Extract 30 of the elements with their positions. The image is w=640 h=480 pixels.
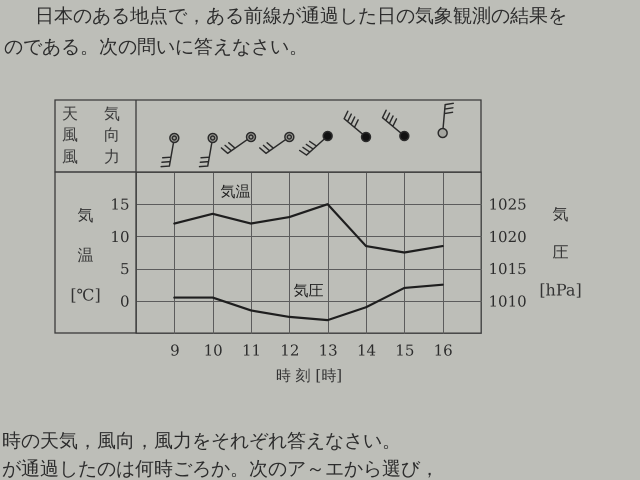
text: 風向	[62, 125, 146, 144]
line-series	[173, 203, 444, 254]
y-tick-label: 0	[120, 292, 130, 310]
x-tick-label: 11	[242, 342, 262, 360]
y-tick-label: 5	[120, 260, 130, 278]
text: が通過したのは何時ごろか。次のア～エから選び，	[2, 458, 439, 480]
series-label: 気圧	[294, 282, 324, 300]
y2-tick-label: 1015	[488, 260, 527, 278]
x-tick-label: 15	[395, 342, 414, 360]
chart-subtitle: のである。次の問いに答えなさい。	[4, 36, 308, 58]
x-tick-label: 12	[280, 342, 300, 360]
text: 時の天気，風向，風力をそれぞれ答えなさい。	[2, 430, 401, 452]
text: 気温 [℃]	[70, 206, 101, 304]
text: 風力	[62, 147, 146, 166]
x-axis-title: 時 刻 [時]	[276, 366, 342, 384]
y-tick-label: 10	[110, 228, 130, 246]
y2-axis-title: 気圧 [hPa]	[539, 204, 582, 300]
chart-title: 日本のある地点で，ある前線が通過した日の気象観測の結果を	[35, 5, 567, 27]
y2-tick-label: 1020	[488, 228, 527, 246]
text: 天気	[62, 104, 146, 123]
x-tick-label: 10	[204, 342, 223, 360]
legend-label: 気温	[220, 182, 251, 201]
x-tick-label: 14	[356, 342, 376, 360]
x-tick-label: 16	[434, 342, 453, 360]
y2-tick-label: 1025	[488, 196, 527, 214]
line-series	[173, 284, 444, 322]
x-tick-label: 9	[170, 342, 180, 360]
x-tick-label: 13	[318, 342, 338, 360]
y-tick-label: 15	[110, 196, 130, 214]
y2-tick-label: 1010	[488, 292, 527, 310]
